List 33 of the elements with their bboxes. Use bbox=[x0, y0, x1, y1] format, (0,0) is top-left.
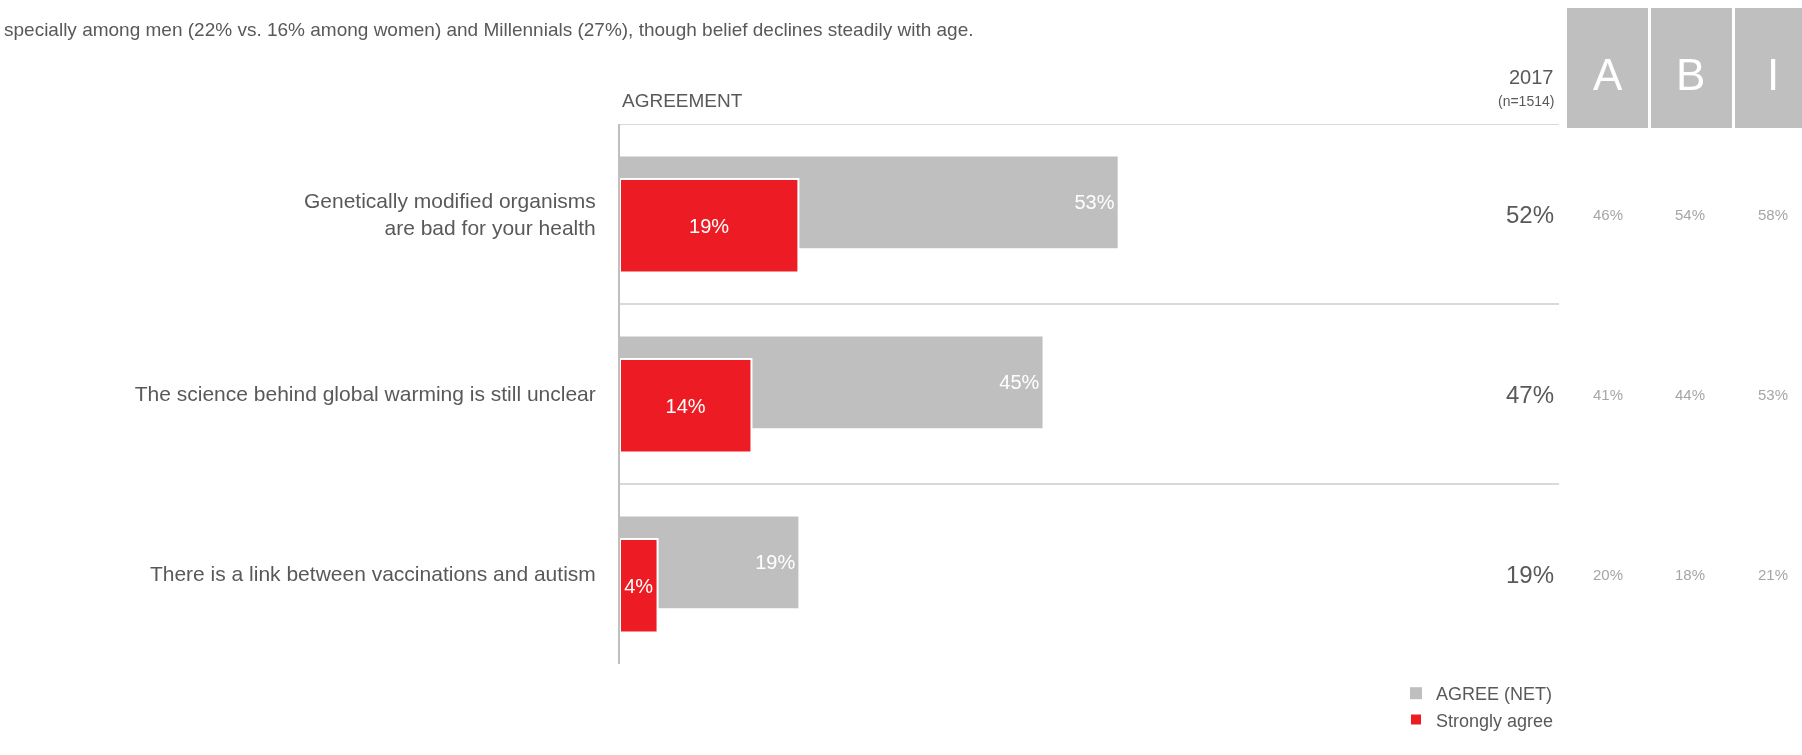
legend-label: AGREE (NET) bbox=[1436, 684, 1553, 705]
text: 53% bbox=[1758, 386, 1789, 403]
y-tick-label: Genetically modified organisms are bad for your health bbox=[304, 188, 596, 239]
data-label: 4% bbox=[624, 574, 654, 597]
y-tick-label: There is a link between vaccinations and autism bbox=[149, 562, 596, 586]
text: 46% bbox=[1593, 206, 1624, 223]
annotation: 47% bbox=[1506, 381, 1555, 408]
legend-label: Strongly agree bbox=[1436, 710, 1554, 731]
text: 41% bbox=[1593, 386, 1624, 403]
text: 44% bbox=[1675, 386, 1706, 403]
bar bbox=[620, 177, 800, 274]
data-label: 45% bbox=[999, 371, 1040, 394]
text: A bbox=[1593, 50, 1623, 99]
data-label: 19% bbox=[755, 551, 796, 574]
chart-subtitle: specially among men (22% vs. 16% among women) and Millennials (27%), though belief declines steadily with age. bbox=[4, 19, 974, 40]
text: 54% bbox=[1675, 206, 1706, 223]
y-tick-label: The science behind global warming is still unclear bbox=[134, 382, 596, 406]
data-label: 53% bbox=[1074, 191, 1115, 214]
text: 58% bbox=[1758, 206, 1789, 223]
text: 2017 bbox=[1509, 66, 1554, 88]
text: (n=1514) bbox=[1498, 93, 1555, 109]
data-label: 19% bbox=[689, 214, 730, 237]
bar bbox=[620, 357, 753, 454]
text: AGREEMENT bbox=[622, 90, 743, 111]
text: 21% bbox=[1758, 566, 1789, 583]
text: 18% bbox=[1675, 566, 1706, 583]
text: I bbox=[1767, 50, 1780, 99]
data-label: 14% bbox=[665, 394, 706, 417]
text: B bbox=[1676, 50, 1706, 99]
text: 20% bbox=[1593, 566, 1624, 583]
annotation: 19% bbox=[1506, 561, 1555, 588]
annotation: 52% bbox=[1506, 201, 1555, 228]
bar bbox=[620, 537, 659, 634]
